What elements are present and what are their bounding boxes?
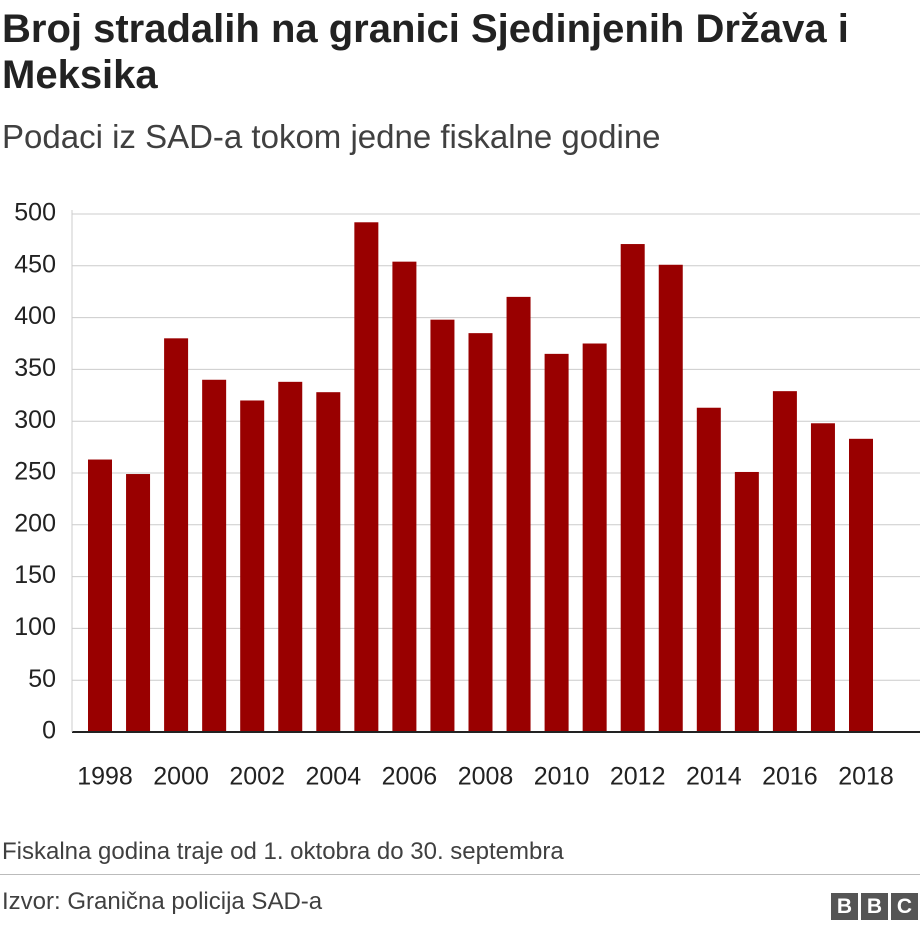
x-tick-label: 2012 [610,763,666,791]
bar [202,379,227,732]
x-tick-label: 2004 [305,763,361,791]
y-tick-label: 300 [14,406,56,434]
y-tick-label: 100 [14,613,56,641]
y-tick-label: 350 [14,354,56,382]
chart-subtitle: Podaci iz SAD-a tokom jedne fiskalne god… [2,118,661,155]
x-tick-label: 2018 [838,763,894,791]
source: Izvor: Granična policija SAD-a [2,888,323,915]
x-tick-label: 2008 [458,763,514,791]
x-tick-label: 2010 [534,763,590,791]
bar [810,423,835,732]
bar [544,353,569,732]
chart-title: Broj stradalih na granici Sjedinjenih Dr… [2,7,849,97]
y-tick-label: 150 [14,561,56,589]
y-tick-label: 450 [14,250,56,278]
bar [430,319,455,732]
bar [772,391,797,732]
x-tick-label: 2000 [153,763,209,791]
chart: 0 50 100 150 200 250 300 350 400 450 500 1998 2000 20… [14,199,920,791]
y-tick-label: 250 [14,458,56,486]
bar [734,471,759,732]
bar [620,244,645,732]
y-tick-label: 400 [14,302,56,330]
bar [658,264,683,732]
separator [0,874,920,875]
bar [582,343,607,732]
bar [354,222,379,732]
bar [240,400,265,732]
bar [126,474,151,732]
y-tick-label: 50 [28,665,56,693]
bar [392,261,417,732]
y-tick-label: 200 [14,509,56,537]
y-tick-label: 0 [42,717,56,745]
x-tick-label: 1998 [77,763,133,791]
bar [88,459,112,732]
x-tick-label: 2006 [382,763,438,791]
x-tick-label: 2014 [686,763,742,791]
bar [164,338,189,732]
bar [696,407,721,732]
bar [316,392,341,732]
bar [468,333,493,732]
bar [278,381,303,732]
x-tick-label: 2002 [229,763,285,791]
y-tick-label: 500 [14,199,56,227]
footnote: Fiskalna godina traje od 1. oktobra do 3… [2,838,564,865]
x-tick-label: 2016 [762,763,818,791]
bar [849,438,873,732]
bar [506,296,531,732]
